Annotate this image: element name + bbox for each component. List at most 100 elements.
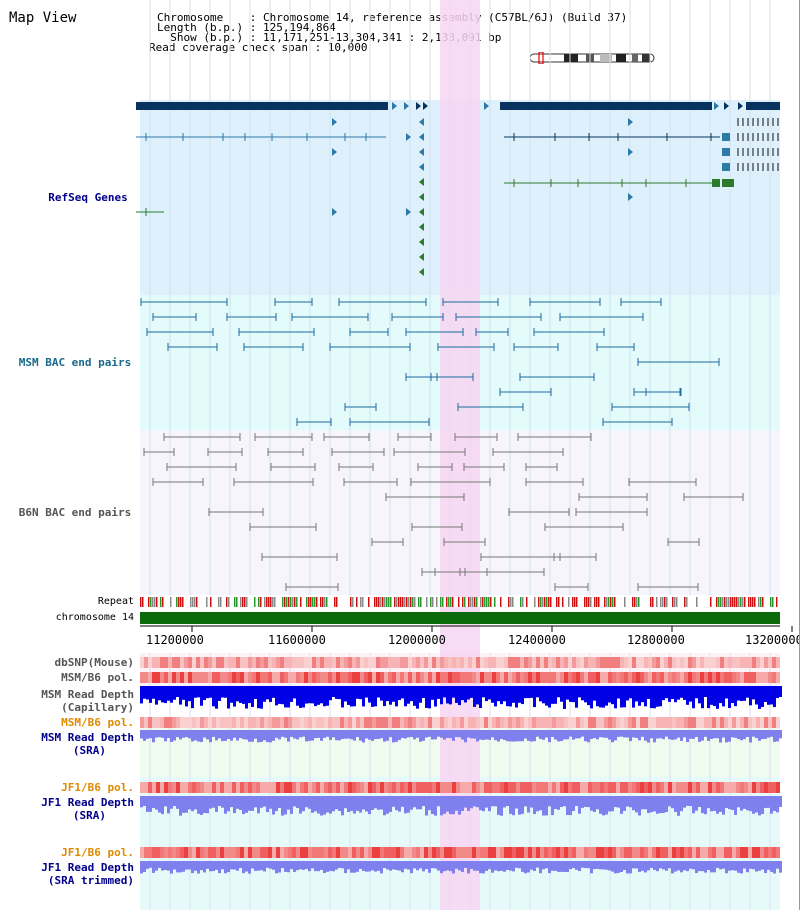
- heat-cell: [552, 672, 556, 683]
- heat-cell: [436, 782, 440, 793]
- heat-cell: [300, 657, 304, 668]
- depth-bar: [677, 686, 680, 700]
- depth-bar: [485, 730, 488, 740]
- heat-cell: [512, 782, 516, 793]
- depth-bar: [446, 861, 449, 871]
- depth-bar: [422, 686, 425, 698]
- depth-bar: [338, 730, 341, 741]
- repeat-mark: [398, 597, 400, 607]
- heat-cell: [484, 847, 488, 858]
- depth-bar: [623, 686, 626, 708]
- heat-cell: [724, 672, 728, 683]
- depth-bar: [455, 686, 458, 703]
- heat-cell: [160, 847, 164, 858]
- heat-cell: [240, 657, 244, 668]
- gene-arrow: [423, 102, 428, 110]
- depth-bar: [653, 730, 656, 743]
- depth-bar: [671, 861, 674, 874]
- depth-bar: [464, 730, 467, 743]
- repeat-mark: [322, 597, 324, 607]
- heat-cell: [240, 847, 244, 858]
- exon-block: [726, 179, 734, 187]
- heat-cell: [596, 672, 600, 683]
- depth-bar: [620, 686, 623, 708]
- depth-bar: [164, 686, 167, 704]
- repeat-mark: [590, 597, 592, 607]
- heat-cell: [440, 717, 444, 728]
- depth-bar: [173, 861, 176, 870]
- heat-cell: [328, 782, 332, 793]
- depth-bar: [257, 686, 260, 709]
- heat-cell: [696, 657, 700, 668]
- track-label-msm-bac[interactable]: MSM BAC end pairs: [18, 356, 132, 369]
- heat-cell: [204, 847, 208, 858]
- repeat-mark: [740, 597, 742, 607]
- depth-bar: [749, 861, 752, 869]
- depth-bar: [770, 861, 773, 872]
- depth-bar: [650, 861, 653, 869]
- depth-bar: [302, 730, 305, 737]
- heat-cell: [312, 782, 316, 793]
- depth-bar: [341, 730, 344, 739]
- exon-block: [712, 179, 720, 187]
- heat-cell: [144, 782, 148, 793]
- depth-bar: [674, 796, 677, 812]
- heat-cell: [664, 672, 668, 683]
- depth-bar: [512, 730, 515, 742]
- depth-bar: [167, 796, 170, 814]
- depth-bar: [218, 730, 221, 739]
- heat-cell: [716, 847, 720, 858]
- heat-cell: [668, 657, 672, 668]
- repeat-mark: [374, 597, 376, 607]
- heat-cell: [636, 717, 640, 728]
- heat-cell: [392, 847, 396, 858]
- depth-bar: [686, 796, 689, 806]
- track-label-refseq[interactable]: RefSeq Genes: [48, 191, 128, 204]
- heat-cell: [712, 672, 716, 683]
- heat-cell: [724, 717, 728, 728]
- heat-cell: [492, 847, 496, 858]
- track-label-b6n-bac[interactable]: B6N BAC end pairs: [18, 506, 132, 519]
- heat-cell: [700, 672, 704, 683]
- repeat-mark: [376, 597, 378, 607]
- heat-cell: [616, 782, 620, 793]
- heat-cell: [376, 847, 380, 858]
- depth-bar: [206, 686, 209, 699]
- depth-bar: [707, 730, 710, 741]
- heat-cell: [140, 847, 144, 858]
- depth-bar: [560, 796, 563, 807]
- depth-bar: [647, 861, 650, 871]
- heat-cell: [168, 782, 172, 793]
- repeat-mark: [470, 597, 472, 607]
- depth-bar: [413, 686, 416, 706]
- heat-cell: [464, 672, 468, 683]
- repeat-mark: [770, 597, 772, 607]
- repeat-mark: [404, 597, 406, 607]
- depth-bar: [200, 730, 203, 743]
- heat-cell: [544, 717, 548, 728]
- depth-bar: [158, 861, 161, 868]
- heat-cell: [284, 782, 288, 793]
- heat-cell: [700, 657, 704, 668]
- repeat-mark: [380, 597, 382, 607]
- heat-cell: [184, 657, 188, 668]
- repeat-mark: [752, 597, 754, 607]
- repeat-mark: [596, 597, 598, 607]
- heat-cell: [448, 672, 452, 683]
- depth-bar: [629, 686, 632, 699]
- depth-bar: [692, 686, 695, 709]
- depth-bar: [530, 861, 533, 870]
- heat-cell: [260, 717, 264, 728]
- depth-bar: [341, 861, 344, 869]
- depth-bar: [494, 796, 497, 807]
- depth-bar: [230, 861, 233, 870]
- depth-bar: [650, 796, 653, 813]
- depth-bar: [158, 730, 161, 738]
- depth-bar: [590, 686, 593, 709]
- heat-cell: [724, 657, 728, 668]
- heat-cell: [344, 847, 348, 858]
- heat-cell: [296, 657, 300, 668]
- axis-tick-label: 12800000: [627, 633, 685, 647]
- depth-bar: [467, 861, 470, 874]
